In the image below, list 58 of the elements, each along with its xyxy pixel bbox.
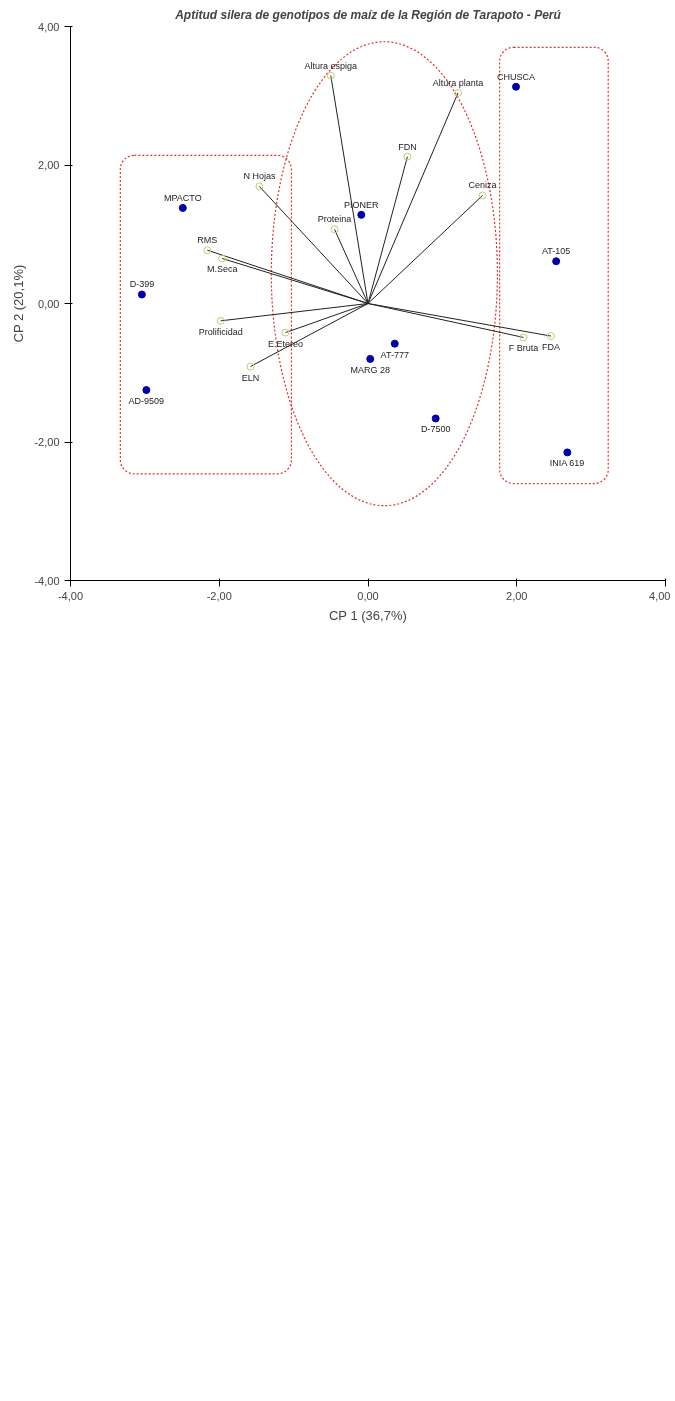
x-axis-title: CP 1 (36,7%)	[328, 607, 407, 623]
annotation: Prolificidad	[198, 326, 243, 337]
annotation: AD-9509	[128, 396, 165, 407]
annotation: CHUSCA	[497, 71, 536, 82]
annotation: Proteina	[317, 214, 352, 225]
point	[246, 362, 255, 371]
y-tick-label: 4,00	[38, 20, 60, 33]
annotation: F Bruta	[508, 343, 539, 354]
chart-title: Aptitud silera de genotipos de maíz de la Región de Tarapoto - Perú	[174, 7, 562, 22]
annotation: MARG 28	[350, 364, 390, 375]
point	[519, 333, 528, 342]
point	[281, 328, 290, 337]
x-tick-label: 0,00	[357, 589, 379, 602]
point	[478, 191, 487, 200]
annotation: ELN	[241, 372, 260, 383]
annotation: D-399	[129, 279, 155, 290]
y-tick-label: -4,00	[34, 574, 60, 587]
point	[255, 182, 264, 191]
point	[403, 152, 412, 161]
point	[512, 82, 521, 91]
y-tick-label: 2,00	[38, 159, 60, 171]
point	[216, 316, 225, 325]
annotation: N Hojas	[243, 171, 276, 182]
point	[218, 254, 227, 263]
point	[326, 71, 335, 80]
annotation: AT-105	[541, 246, 571, 257]
annotation: RMS	[197, 235, 218, 246]
annotation: INIA 619	[549, 458, 585, 469]
point	[366, 354, 375, 363]
annotation: M.Seca	[206, 264, 238, 275]
point	[142, 386, 151, 395]
point	[203, 246, 212, 255]
point	[330, 225, 339, 234]
point	[178, 203, 187, 212]
annotation: Altura espiga	[304, 60, 358, 71]
point	[453, 88, 462, 97]
x-tick-label: -4,00	[57, 589, 84, 602]
annotation: AT-777	[380, 349, 409, 360]
x-tick-label: 2,00	[506, 589, 528, 602]
point	[431, 414, 440, 423]
annotation: Ceniza	[468, 180, 497, 191]
point	[563, 448, 572, 457]
annotation: PIONER	[344, 199, 380, 210]
annotation: FDN	[398, 141, 417, 152]
annotation: D-7500	[420, 424, 451, 435]
annotation: MPACTO	[163, 192, 202, 203]
y-tick-label: -2,00	[34, 436, 60, 448]
annotation: Altura planta	[432, 77, 484, 88]
y-tick-label: 0,00	[38, 297, 60, 310]
point	[357, 210, 366, 219]
point	[552, 257, 561, 266]
point	[137, 290, 146, 299]
x-tick-label: -2,00	[206, 589, 232, 602]
point	[390, 339, 399, 348]
y-axis-title: CP 2 (20,1%)	[11, 264, 27, 343]
x-tick-label: 4,00	[649, 589, 671, 602]
annotation: FDA	[541, 342, 560, 353]
point	[546, 332, 555, 341]
